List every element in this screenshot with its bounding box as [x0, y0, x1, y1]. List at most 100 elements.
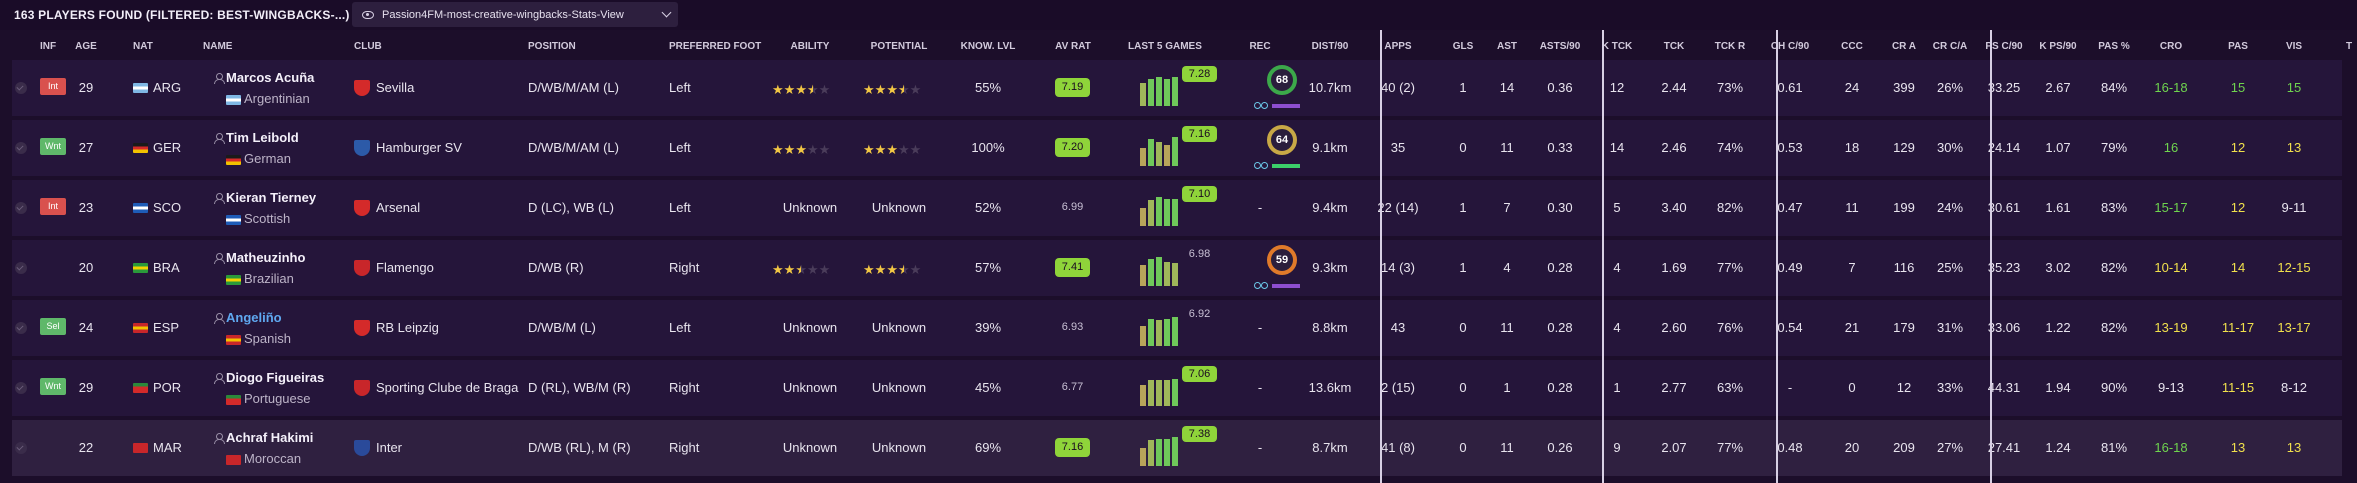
col-header-pas[interactable]: PAS	[2228, 41, 2248, 52]
club-crest-icon	[354, 320, 370, 336]
cell-psc90: 30.61	[1987, 200, 2021, 215]
col-header-knowledge-level[interactable]: KNOW. LVL	[960, 41, 1016, 52]
cell-dist: 9.1km	[1312, 140, 1348, 155]
col-header-ast[interactable]: AST	[1497, 41, 1517, 52]
select-check-icon[interactable]	[15, 382, 27, 394]
col-header-t[interactable]: T	[2346, 41, 2353, 52]
col-header-club[interactable]: CLUB	[354, 41, 382, 52]
cell-gls: 1	[1459, 80, 1467, 95]
table-row[interactable]: Int 23 SCO Kieran Tierney Scottish Arsenal D (…	[12, 180, 2342, 236]
select-check-icon[interactable]	[15, 202, 27, 214]
last-game-bar	[1156, 197, 1162, 226]
col-header-potential[interactable]: POTENTIAL	[870, 41, 928, 52]
col-header-name[interactable]: NAME	[203, 41, 233, 52]
cell-kps90: 1.61	[2045, 200, 2071, 215]
star-full-icon: ★	[772, 142, 784, 157]
last-game-bar	[1172, 263, 1178, 286]
chevron-down-icon[interactable]	[661, 7, 672, 18]
col-header-last-5-games[interactable]: LAST 5 GAMES	[1128, 41, 1202, 52]
col-header-av-rat[interactable]: AV RAT	[1055, 41, 1091, 52]
col-header-inf[interactable]: INF	[40, 41, 57, 52]
cell-club-link[interactable]: Sporting Clube de Braga	[376, 380, 519, 395]
table-row[interactable]: Wnt 29 POR Diogo Figueiras Portuguese Sportin…	[12, 360, 2342, 416]
cell-apps: 40 (2)	[1381, 80, 1415, 95]
table-row[interactable]: Int 29 ARG Marcos Acuña Argentinian Sevilla D/…	[12, 60, 2342, 116]
col-header-ability[interactable]: ABILITY	[790, 41, 830, 52]
col-header-ps-c-90[interactable]: PS C/90	[1985, 41, 2023, 52]
cell-crca: 31%	[1936, 320, 1964, 335]
last-game-rating: 7.06	[1182, 366, 1217, 382]
cell-club-link[interactable]: Inter	[376, 440, 403, 455]
col-header-position[interactable]: POSITION	[528, 41, 576, 52]
cell-gls: 0	[1459, 380, 1467, 395]
av-rating-value: 6.99	[1061, 201, 1084, 213]
nationality-flag-icon	[133, 323, 148, 333]
select-check-icon[interactable]	[15, 322, 27, 334]
view-selector[interactable]: Passion4FM-most-creative-wingbacks-Stats…	[352, 2, 678, 27]
col-header-gls[interactable]: GLS	[1452, 41, 1474, 52]
cell-ktck: 4	[1613, 260, 1621, 275]
cell-club-link[interactable]: Hamburger SV	[376, 140, 462, 155]
cell-club-link[interactable]: RB Leipzig	[376, 320, 439, 335]
last-game-bar	[1140, 208, 1146, 226]
cell-gls: 0	[1459, 320, 1467, 335]
col-header-k-tck[interactable]: K TCK	[1601, 41, 1633, 52]
col-header-dist-90[interactable]: DIST/90	[1311, 41, 1349, 52]
player-name-link[interactable]: Tim Leibold	[226, 130, 299, 145]
col-header-cr-c-a[interactable]: CR C/A	[1932, 41, 1968, 52]
col-header-nat[interactable]: NAT	[133, 41, 153, 52]
cell-cro: 10-14	[2154, 260, 2188, 275]
player-name-link[interactable]: Angeliño	[226, 310, 282, 325]
table-row[interactable]: Sel 24 ESP Angeliño Spanish RB Leipzig D/WB/M …	[12, 300, 2342, 356]
table-row[interactable]: 22 MAR Achraf Hakimi Moroccan Inter D/WB (RL)…	[12, 420, 2342, 476]
cell-kps90: 1.07	[2045, 140, 2071, 155]
cell-pas: 12	[2230, 200, 2246, 215]
star-full-icon: ★	[783, 82, 796, 97]
player-name-link[interactable]: Marcos Acuña	[226, 70, 315, 85]
col-header-vis[interactable]: VIS	[2285, 41, 2303, 52]
col-header-cro[interactable]: CRO	[2159, 41, 2183, 52]
col-header-apps[interactable]: APPS	[1384, 41, 1412, 52]
col-header-tck[interactable]: TCK	[1663, 41, 1685, 52]
player-name-link[interactable]: Achraf Hakimi	[226, 430, 314, 445]
av-rating-badge: 7.16	[1055, 438, 1090, 457]
cell-club-link[interactable]: Arsenal	[376, 200, 421, 215]
col-header-k-ps-90[interactable]: K PS/90	[2039, 41, 2077, 52]
player-name-link[interactable]: Diogo Figueiras	[226, 370, 325, 385]
cell-club-link[interactable]: Sevilla	[376, 80, 415, 95]
select-check-icon[interactable]	[15, 82, 27, 94]
cell-foot: Left	[669, 80, 691, 95]
col-header-asts-90[interactable]: ASTS/90	[1539, 41, 1581, 52]
col-header-cr-a[interactable]: CR A	[1891, 41, 1917, 52]
col-header-age[interactable]: AGE	[75, 41, 97, 52]
club-crest-icon	[354, 140, 370, 156]
player-name-link[interactable]: Kieran Tierney	[226, 190, 317, 205]
cell-age: 29	[78, 80, 94, 95]
nationality-flag-icon	[133, 143, 148, 153]
table-row[interactable]: Wnt 27 GER Tim Leibold German Hamburger SV D/W…	[12, 120, 2342, 176]
cell-asts90: 0.33	[1547, 140, 1573, 155]
select-check-icon[interactable]	[15, 142, 27, 154]
cell-pas: 11-17	[2221, 320, 2255, 335]
player-name-link[interactable]: Matheuzinho	[226, 250, 306, 265]
table-row[interactable]: 20 BRA Matheuzinho Brazilian Flamengo D/WB (R…	[12, 240, 2342, 296]
col-header-pas-pct[interactable]: PAS %	[2098, 41, 2130, 52]
cell-club-link[interactable]: Flamengo	[376, 260, 434, 275]
person-icon	[214, 373, 225, 384]
col-header-preferred-foot[interactable]: PREFERRED FOOT	[669, 41, 762, 52]
col-header-ccc[interactable]: CCC	[1841, 41, 1863, 52]
col-header-tck-r[interactable]: TCK R	[1714, 41, 1746, 52]
cell-gls: 0	[1459, 140, 1467, 155]
scout-glasses-icon	[1254, 282, 1268, 289]
cell-vis: 15	[2286, 80, 2302, 95]
cell-ast: 7	[1503, 200, 1511, 215]
star-full-icon: ★	[886, 142, 898, 157]
club-crest-icon	[354, 440, 370, 456]
cell-rec: -	[1257, 320, 1263, 335]
cell-foot: Right	[669, 380, 700, 395]
ability-stars: ★★★★★	[772, 142, 830, 158]
col-header-rec[interactable]: REC	[1249, 41, 1271, 52]
select-check-icon[interactable]	[15, 442, 27, 454]
col-header-ch-c-90[interactable]: CH C/90	[1770, 41, 1810, 52]
select-check-icon[interactable]	[15, 262, 27, 274]
